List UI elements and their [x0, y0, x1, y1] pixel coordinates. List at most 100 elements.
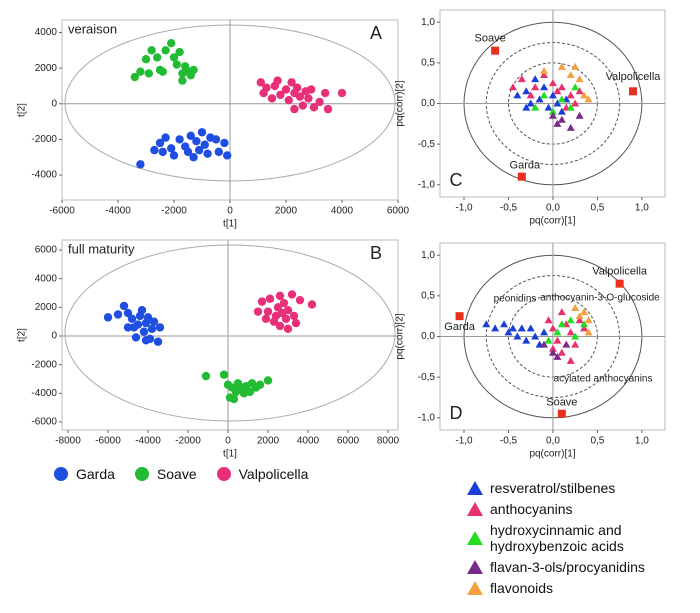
legend-swatch [467, 531, 483, 545]
point [189, 65, 198, 75]
point [144, 69, 153, 78]
legend-swatch [134, 467, 149, 481]
point [150, 145, 159, 155]
point [307, 300, 317, 309]
triangle-point [548, 111, 557, 119]
panel-letter: B [370, 243, 382, 263]
triangle-point [531, 103, 540, 111]
hotelling-ellipse [64, 244, 396, 422]
sample-marker [455, 312, 464, 321]
point [127, 314, 137, 324]
triangle-point [566, 316, 575, 324]
point [321, 88, 330, 98]
legend-marker [134, 467, 149, 481]
annotation: peonidins [494, 294, 537, 305]
legend-marker [467, 531, 483, 545]
point [337, 88, 347, 98]
point [283, 324, 293, 334]
triangle-point [553, 352, 562, 360]
y-tick-label: -0,5 [418, 139, 436, 150]
triangle-point [575, 312, 584, 320]
y-tick-label: 0,0 [421, 331, 435, 342]
point [195, 145, 204, 155]
annotation: acylated anthocyanins [554, 374, 653, 385]
point [119, 301, 129, 311]
triangle-point [584, 316, 593, 324]
x-tick-label: -6000 [95, 436, 121, 447]
triangle-point [580, 320, 589, 328]
panel-title: full maturity [68, 241, 135, 256]
triangle-point [500, 320, 509, 328]
point [153, 337, 163, 346]
x-tick-label: 6000 [387, 206, 410, 217]
point [136, 160, 145, 169]
point [309, 103, 319, 112]
point [307, 85, 316, 94]
legend-label: flavonoids [490, 580, 554, 596]
point [186, 131, 195, 141]
y-tick-label: 0 [51, 98, 57, 109]
triangle-point [584, 95, 593, 103]
triangle-point [575, 87, 584, 95]
point [253, 307, 263, 316]
y-tick-label: -6000 [31, 417, 57, 428]
point [172, 60, 181, 69]
y-tick-label: -4000 [31, 170, 57, 181]
triangle-point [491, 324, 500, 332]
triangle-point [580, 91, 589, 99]
point [141, 336, 151, 345]
triangle-point [508, 324, 517, 332]
triangle-point [548, 324, 557, 332]
triangle-point [553, 336, 562, 344]
point [262, 83, 271, 92]
point [245, 387, 255, 397]
triangle-point [553, 99, 562, 107]
x-tick-label: 6000 [337, 436, 360, 447]
legend-item: flavan-3-ols/procyanidins [466, 559, 666, 575]
triangle-point [566, 103, 575, 111]
point [263, 376, 273, 385]
point [298, 101, 307, 110]
triangle-point [584, 328, 593, 336]
panel-letter: D [450, 403, 463, 423]
point [153, 53, 162, 62]
point [315, 97, 324, 107]
sample-label: Soave [546, 397, 577, 409]
point [155, 138, 165, 148]
triangle-point [548, 79, 557, 87]
triangle-point [571, 99, 580, 107]
legend-item: anthocyanins [466, 501, 666, 517]
y-tick-label: 1,0 [421, 17, 435, 28]
legend-marker [467, 560, 483, 574]
sample-marker [628, 87, 637, 96]
y-tick-label: -2000 [31, 134, 57, 145]
point [223, 151, 232, 160]
triangle-point [540, 340, 549, 348]
x-tick-label: -2000 [161, 206, 187, 217]
triangle-point [571, 332, 580, 340]
point [287, 78, 296, 87]
point [273, 76, 282, 85]
point [167, 38, 176, 48]
class-legend: resveratrol/stilbenes anthocyanins hydroxy… [466, 480, 666, 601]
sample-marker [615, 279, 624, 288]
point [158, 67, 167, 76]
y-tick-label: 0 [51, 331, 57, 342]
x-tick-label: -1,0 [455, 436, 473, 447]
legend-swatch [467, 502, 483, 516]
legend-label: hydroxycinnamic and hydroxybenzoic acids [490, 522, 624, 554]
sample-label: Soave [475, 33, 506, 45]
triangle-point [575, 111, 584, 119]
x-tick-label: -0,5 [500, 436, 518, 447]
triangle-point [575, 316, 584, 324]
point [304, 94, 313, 103]
triangle-point [557, 83, 566, 91]
triangle-point [531, 332, 540, 340]
x-tick-label: 0 [227, 206, 233, 217]
x-axis-label: t[1] [223, 449, 237, 460]
sample-label: Garda [444, 321, 475, 333]
legend-item: Valpolicella [215, 466, 308, 482]
triangle-point [548, 107, 557, 115]
point [103, 313, 113, 322]
